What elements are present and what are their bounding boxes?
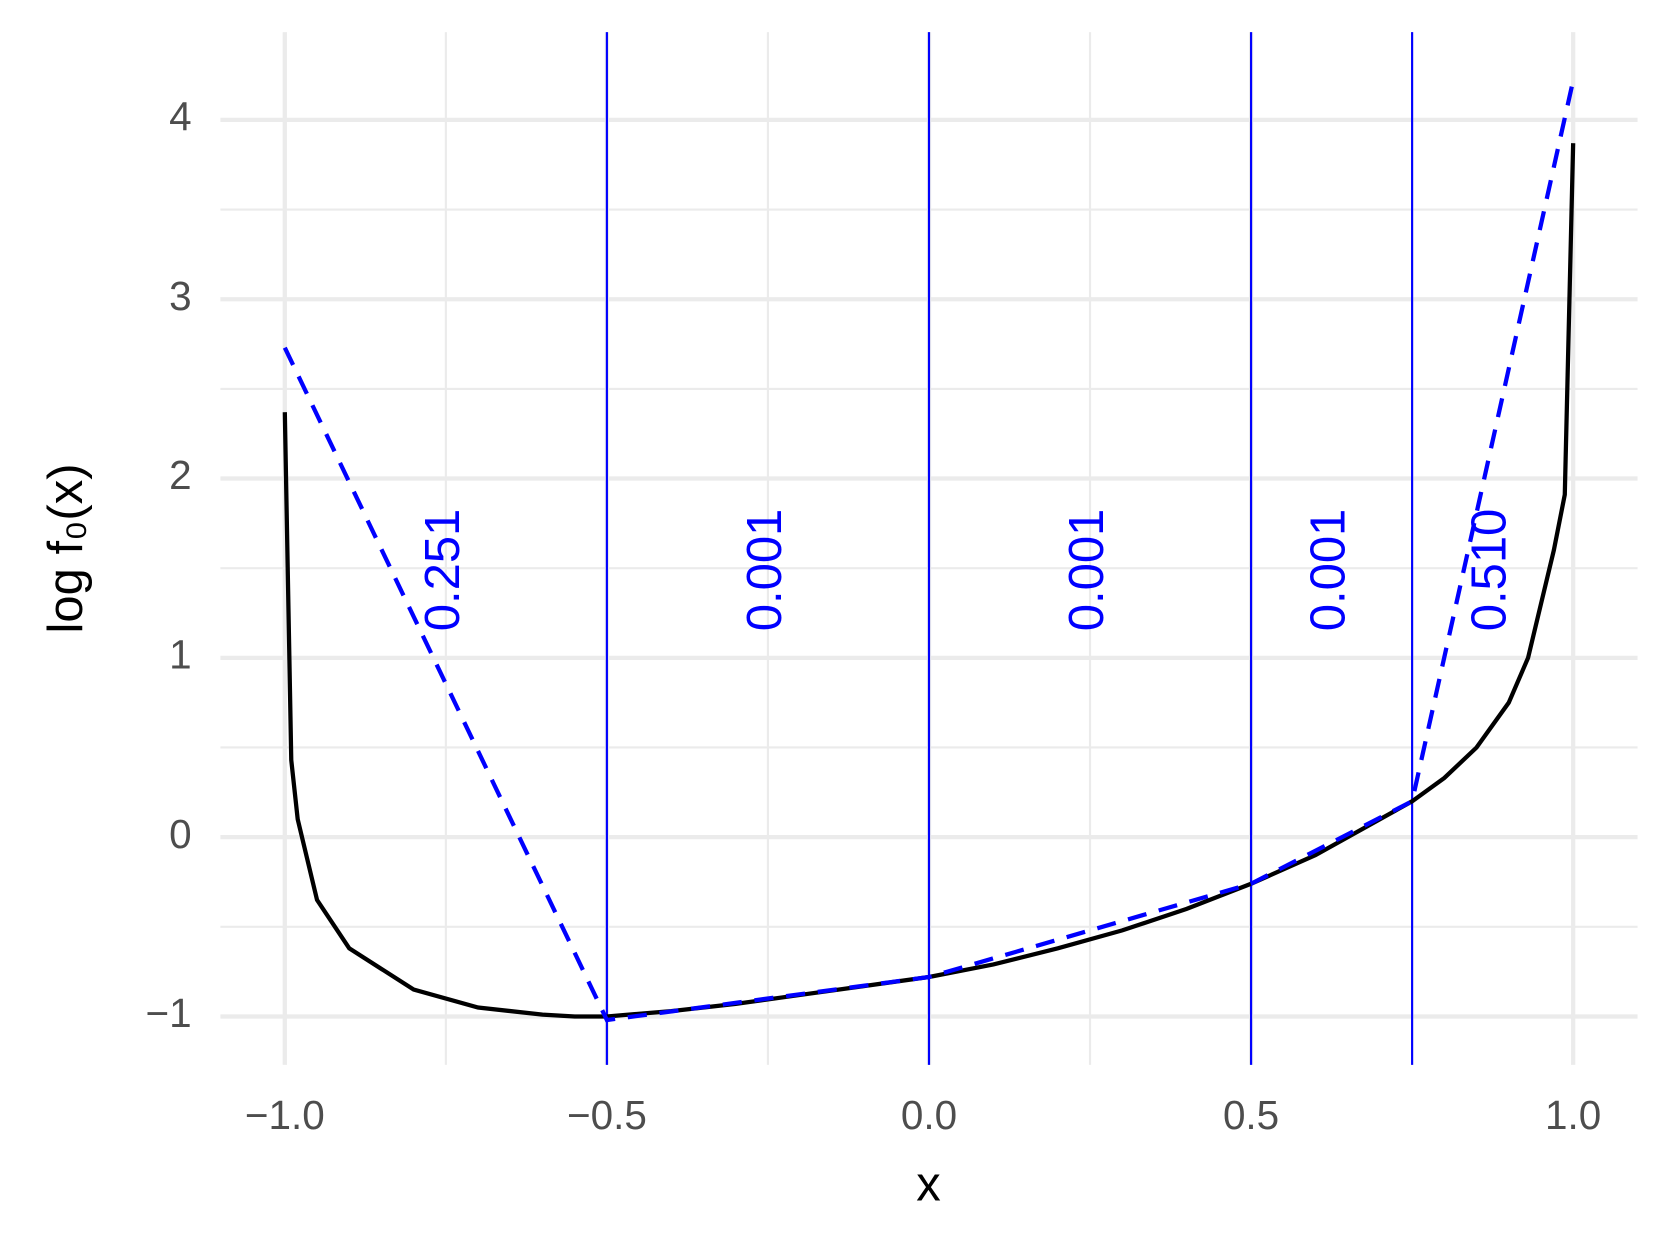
y-tick-label: 3 xyxy=(169,273,192,319)
line xyxy=(282,143,1576,1019)
y-tick-label: 0 xyxy=(169,811,192,857)
y-tick-label: 4 xyxy=(169,94,192,140)
region-label: 0.001 xyxy=(1060,509,1114,632)
y-tick-label: −1 xyxy=(146,990,192,1036)
line xyxy=(282,80,1576,1023)
x-tick-label: −0.5 xyxy=(567,1092,647,1138)
region-label: 0.251 xyxy=(416,509,470,632)
x-axis-title: x xyxy=(916,1157,940,1211)
x-tick-label: 0.5 xyxy=(1223,1092,1279,1138)
y-tick-label: 1 xyxy=(169,632,192,678)
region-label: 0.510 xyxy=(1463,509,1517,632)
y-axis-title: log f₀(x) xyxy=(39,463,93,633)
y-tick-label: 2 xyxy=(169,452,192,498)
region-label: 0.001 xyxy=(1302,509,1356,632)
region-label: 0.001 xyxy=(738,509,792,632)
x-tick-label: 1.0 xyxy=(1545,1092,1601,1138)
x-tick-label: −1.0 xyxy=(245,1092,325,1138)
x-tick-label: 0.0 xyxy=(901,1092,957,1138)
